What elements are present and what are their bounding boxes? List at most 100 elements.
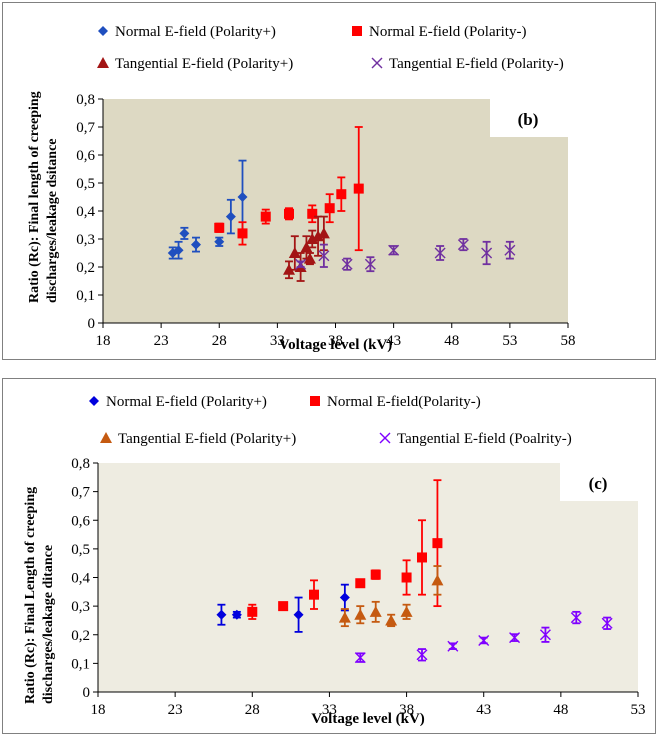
x-tick-label: 33	[270, 333, 285, 349]
data-point-series-3	[539, 629, 551, 641]
data-point-series-0	[191, 239, 201, 250]
data-point-series-2	[312, 230, 325, 242]
legend-marker-series-2	[97, 57, 109, 68]
y-tick-label: 0	[83, 685, 91, 701]
data-point-series-3	[388, 244, 400, 256]
y-tick-label: 0,6	[76, 148, 95, 164]
data-point-series-1	[309, 589, 319, 600]
data-point-series-2	[300, 241, 313, 253]
x-tick-label: 53	[502, 333, 517, 349]
panel-label: (b)	[518, 110, 539, 129]
x-tick-label: 28	[245, 702, 260, 718]
x-tick-label: 18	[96, 333, 111, 349]
x-tick-label: 33	[322, 702, 337, 718]
legend-label-series-2: Tangential E-field (Polarity+)	[115, 56, 293, 72]
data-point-series-0	[225, 211, 236, 222]
x-tick-label: 23	[154, 333, 169, 349]
legend-label-series-1: Normal E-field(Polarity-)	[327, 394, 481, 410]
data-point-series-1	[401, 572, 412, 583]
data-point-series-2	[306, 233, 319, 244]
data-point-series-3	[509, 632, 521, 644]
data-point-series-1	[278, 601, 289, 612]
y-tick-label: 0,5	[76, 176, 95, 192]
x-tick-label: 38	[328, 333, 343, 349]
data-point-series-0	[237, 192, 248, 202]
data-point-series-1	[324, 203, 335, 214]
data-point-series-1	[247, 606, 258, 617]
x-tick-label: 28	[212, 333, 227, 349]
data-point-series-2	[385, 614, 398, 626]
data-point-series-1	[432, 538, 443, 549]
data-point-series-3	[481, 247, 493, 259]
data-point-series-2	[317, 227, 330, 239]
data-point-series-3	[478, 634, 490, 646]
chart-b-svg: 0 0,1 0,2 0,3 0,4 0,5 0,6 0,7 0,8 18 23 28 33 38 43 48 5…	[76, 24, 575, 353]
x-tick-label: 53	[631, 702, 646, 718]
y-tick-label: 0,4	[71, 571, 90, 587]
legend-label-series-2: Tangential E-field (Polarity+)	[118, 431, 296, 447]
data-point-series-2	[369, 605, 382, 617]
legend-marker-series-1	[310, 396, 320, 406]
legend-marker-series-3	[379, 432, 391, 444]
data-point-series-3	[457, 239, 469, 251]
data-point-series-2	[431, 574, 444, 586]
data-point-series-1	[260, 211, 271, 222]
data-point-series-0	[339, 592, 350, 603]
data-point-series-3	[318, 250, 330, 262]
data-point-series-1	[353, 183, 364, 194]
data-point-series-2	[288, 247, 301, 258]
chart-panel-c: Ratio (Rc): Final Length of creeping dis…	[2, 378, 656, 734]
x-tick-label: 43	[476, 702, 491, 718]
data-point-series-1	[214, 222, 225, 233]
legend-marker-series-2	[100, 432, 112, 443]
y-tick-label: 0,5	[71, 542, 90, 558]
data-point-series-0	[293, 609, 304, 620]
data-point-series-3	[601, 617, 613, 629]
y-tick-label: 0,4	[76, 204, 95, 220]
legend-label-series-1: Normal E-field (Polarity-)	[369, 24, 526, 40]
data-point-series-1	[284, 208, 294, 219]
data-point-series-3	[364, 258, 376, 270]
x-tick-label: 18	[91, 702, 106, 718]
data-point-series-3	[295, 258, 307, 270]
data-point-series-0	[214, 236, 225, 247]
data-point-series-1	[237, 228, 248, 239]
data-point-series-1	[355, 578, 366, 589]
data-point-series-3	[570, 612, 582, 624]
y-tick-label: 0	[88, 316, 96, 332]
data-point-series-3	[416, 649, 428, 661]
x-tick-label: 48	[444, 333, 459, 349]
x-tick-label: 43	[386, 333, 401, 349]
legend-marker-series-3	[371, 57, 383, 69]
x-axis-label: Voltage level (kV)	[279, 337, 393, 353]
data-point-series-3	[447, 640, 459, 652]
data-point-series-3	[341, 258, 353, 270]
chart-panel-b: Ratio (Rc): Final length of creeping dis…	[2, 2, 656, 360]
data-point-series-3	[434, 247, 446, 259]
data-point-series-0	[216, 609, 227, 620]
panel-label-box	[490, 99, 568, 137]
legend-marker-series-1	[352, 26, 362, 36]
data-point-series-2	[283, 263, 295, 275]
x-tick-label: 23	[168, 702, 183, 718]
legend-label-series-3: Tangential E-field (Poalrity-)	[397, 431, 572, 447]
data-point-series-0	[231, 609, 242, 620]
data-point-series-2	[338, 611, 351, 623]
y-tick-label: 0,8	[71, 456, 90, 472]
y-tick-label: 0,1	[76, 288, 95, 304]
legend-marker-series-0	[98, 26, 108, 36]
data-point-series-1	[417, 552, 427, 563]
y-tick-label: 0,6	[71, 513, 90, 529]
legend-marker-series-0	[89, 396, 99, 406]
y-tick-label: 0,8	[76, 92, 95, 108]
x-tick-label: 38	[399, 702, 414, 718]
data-point-series-1	[307, 208, 318, 219]
x-tick-label: 48	[553, 702, 568, 718]
panel-label: (c)	[589, 474, 608, 493]
y-tick-label: 0,7	[76, 120, 95, 136]
data-point-series-3	[504, 244, 516, 256]
data-point-series-0	[173, 245, 184, 256]
y-tick-label: 0,3	[76, 232, 95, 248]
data-point-series-3	[354, 652, 366, 664]
chart-c-svg: 0 0,1 0,2 0,3 0,4 0,5 0,6 0,7 0,8 18 23 28 33 38 43 48 5…	[71, 394, 646, 727]
